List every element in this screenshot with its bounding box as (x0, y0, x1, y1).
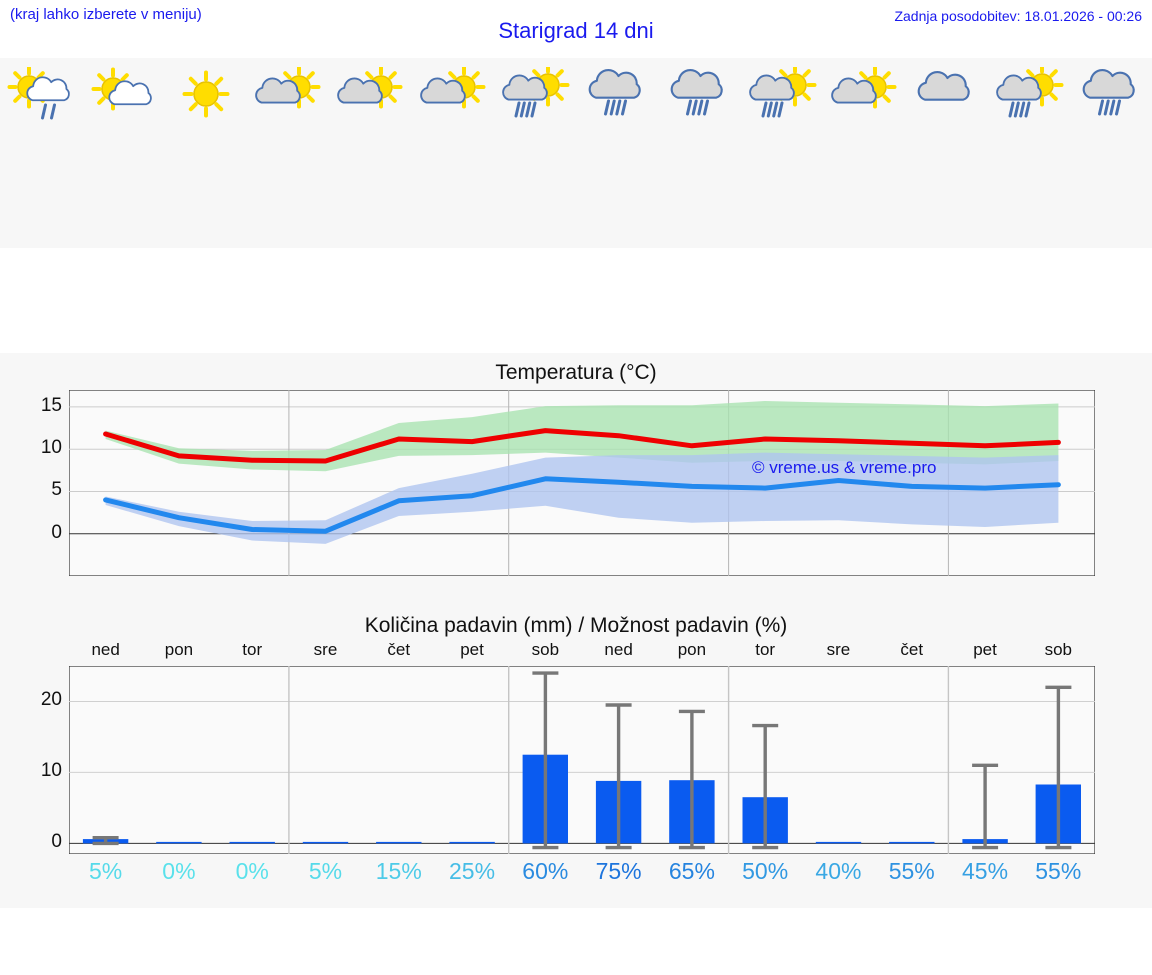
precipitation-probability-label: 65% (668, 858, 715, 884)
precipitation-probability-label: 15% (375, 858, 422, 884)
precipitation-day-label: tor (242, 640, 263, 659)
cloud-sun-icon (823, 66, 905, 124)
cloud-sun-icon (411, 66, 493, 124)
day-column[interactable] (987, 58, 1069, 248)
cloud-sun-rain-icon (987, 66, 1069, 124)
precipitation-y-tick: 20 (40, 689, 62, 711)
precipitation-day-label: tor (755, 640, 776, 659)
precipitation-probability-label: 55% (888, 858, 935, 884)
precipitation-probability-label: 0% (235, 858, 269, 884)
precipitation-probability-label: 25% (449, 858, 496, 884)
precipitation-y-tick: 0 (51, 831, 62, 853)
precipitation-probability-label: 60% (522, 858, 569, 884)
day-column[interactable] (1070, 58, 1152, 248)
precipitation-probability-label: 45% (961, 858, 1009, 884)
cloud-sun-icon (329, 66, 411, 124)
precipitation-day-label: ned (604, 640, 633, 659)
temperature-y-tick: 10 (40, 437, 62, 459)
precipitation-probability-label: 55% (1035, 858, 1082, 884)
last-updated-label: Zadnja posodobitev: 18.01.2026 - 00:26 (894, 8, 1142, 24)
cloud-rain-icon (576, 66, 658, 124)
precipitation-probability-label: 0% (162, 858, 196, 884)
precipitation-probability-label: 5% (308, 858, 343, 884)
cloud-sun-rain-icon (494, 66, 576, 124)
temperature-y-tick: 5 (51, 479, 62, 501)
day-column[interactable] (823, 58, 905, 248)
day-column[interactable] (905, 58, 987, 248)
temperature-y-tick: 15 (40, 394, 62, 416)
precipitation-day-label: sre (313, 640, 338, 659)
watermark: © vreme.us & vreme.pro (752, 458, 937, 477)
day-column[interactable] (658, 58, 740, 248)
day-column[interactable] (494, 58, 576, 248)
day-column[interactable] (329, 58, 411, 248)
precipitation-probability-label: 50% (742, 858, 789, 884)
precipitation-probability-label: 5% (89, 858, 123, 884)
precipitation-chart-section: Količina padavin (mm) / Možnost padavin … (0, 608, 1152, 908)
precipitation-day-label: pet (973, 640, 997, 659)
page-title: Starigrad 14 dni (498, 18, 654, 43)
precipitation-day-label: pon (677, 640, 707, 659)
precipitation-day-label: sre (826, 640, 851, 659)
day-column[interactable] (576, 58, 658, 248)
cloud-icon (905, 66, 987, 124)
cloud-sun-icon (247, 66, 329, 124)
day-column[interactable] (741, 58, 823, 248)
precipitation-day-label: pon (164, 640, 194, 659)
menu-hint: (kraj lahko izberete v meniju) (10, 6, 202, 23)
precipitation-probability-label: 40% (815, 858, 862, 884)
day-column[interactable] (247, 58, 329, 248)
day-column[interactable] (165, 58, 247, 248)
cloud-sun-rain-icon (741, 66, 823, 124)
precipitation-y-tick: 10 (40, 760, 62, 782)
day-column[interactable] (411, 58, 493, 248)
precipitation-day-label: sob (531, 640, 560, 659)
precipitation-probability-row: 5% 0% 0% 5% 15% 25% 60% 75% 65% 50% 40% 55% 45% 55% (69, 858, 1095, 885)
precipitation-day-label: sob (1044, 640, 1072, 659)
cloud-rain-icon (1070, 66, 1152, 124)
sun-cloud-rain-icon (0, 66, 82, 124)
daily-forecast-strip (0, 58, 1152, 248)
precipitation-day-label: čet (387, 640, 411, 659)
precipitation-day-label: ned (91, 640, 120, 659)
precipitation-day-label: čet (900, 640, 924, 659)
temperature-plot (69, 390, 1095, 576)
sun-icon (165, 66, 247, 124)
temperature-y-tick: 0 (51, 521, 62, 543)
day-column[interactable] (82, 58, 164, 248)
precipitation-day-labels: ned pon tor sre čet pet sob ned pon tor sre čet pet s… (69, 640, 1095, 662)
cloud-rain-icon (658, 66, 740, 124)
day-column[interactable] (0, 58, 82, 248)
page-header: (kraj lahko izberete v meniju) Starigrad… (0, 0, 1152, 58)
temperature-chart-section: Temperatura (°C) 0 5 10 15 © vreme.us & vrem… (0, 353, 1152, 608)
precipitation-day-label: pet (460, 640, 484, 659)
precipitation-probability-label: 75% (595, 858, 642, 884)
sun-cloud-icon (82, 66, 164, 124)
precipitation-plot (69, 666, 1095, 854)
precipitation-chart-title: Količina padavin (mm) / Možnost padavin … (364, 614, 788, 637)
temperature-chart-title: Temperatura (°C) (495, 361, 657, 384)
